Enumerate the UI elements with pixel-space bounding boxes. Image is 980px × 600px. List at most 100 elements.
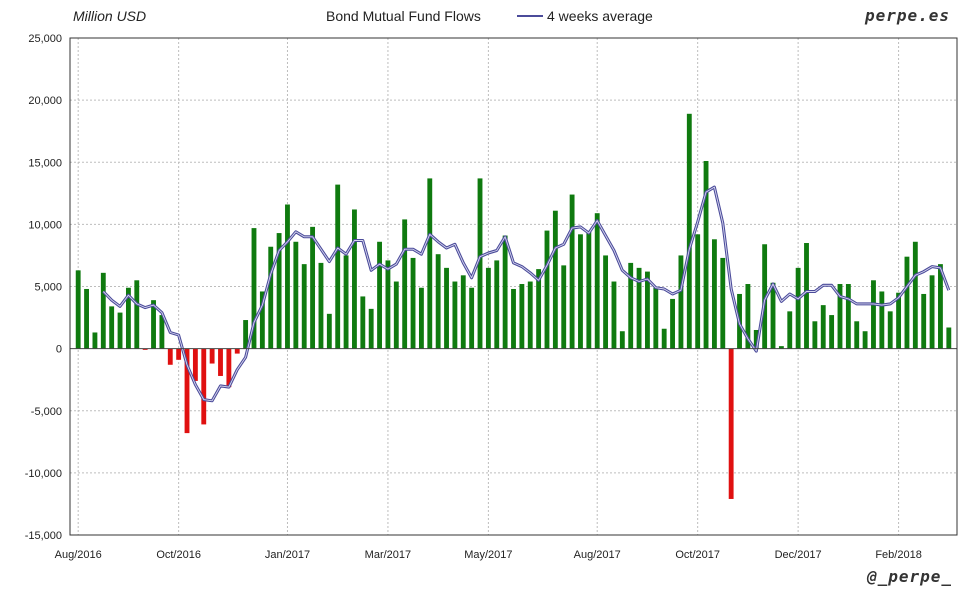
flow-bar	[703, 161, 709, 349]
y-tick-label: 0	[56, 344, 62, 356]
flow-bar	[527, 281, 533, 349]
flow-bar	[125, 287, 131, 349]
flow-bar	[151, 300, 156, 349]
flow-bar	[946, 327, 952, 349]
flow-bar	[829, 315, 835, 349]
flow-bar	[711, 239, 717, 349]
flow-bar	[485, 267, 491, 349]
flow-bar	[134, 280, 140, 349]
flow-bar	[402, 219, 408, 349]
flow-bar	[871, 280, 876, 349]
flow-bar	[209, 348, 215, 364]
flow-bar	[335, 184, 341, 349]
flow-bar	[812, 321, 818, 349]
x-axis-tick-labels: Aug/2016 Oct/2016 Jan/2017 Mar/2017 May/2017…	[55, 549, 922, 561]
flow-bar	[778, 346, 784, 349]
flow-bar	[176, 348, 182, 360]
flow-bar	[460, 275, 466, 349]
flow-bar	[276, 233, 282, 349]
flow-bar	[845, 284, 851, 349]
flow-bar	[552, 210, 558, 349]
x-tick-label: Dec/2017	[775, 549, 822, 561]
bar-series	[75, 113, 952, 499]
average-line-series	[102, 185, 951, 403]
flow-bar	[887, 311, 893, 349]
flow-bar	[753, 329, 759, 349]
flow-bar	[929, 275, 935, 349]
average-line-inner	[102, 186, 950, 402]
y-axis-unit-label: Million USD	[73, 8, 147, 24]
flow-bar	[243, 320, 249, 349]
flow-bar	[678, 255, 684, 349]
flow-bar	[218, 348, 223, 376]
flow-bar	[795, 267, 801, 349]
flow-bar	[720, 257, 726, 349]
flow-bar	[326, 313, 332, 349]
flow-bar	[619, 331, 625, 349]
flow-bar	[938, 264, 943, 349]
y-tick-label: -10,000	[25, 468, 62, 480]
y-tick-label: -15,000	[25, 530, 62, 542]
y-tick-label: 5,000	[34, 282, 62, 294]
flow-bar	[519, 284, 525, 349]
flow-bar	[427, 178, 433, 349]
x-tick-label: May/2017	[464, 549, 512, 561]
brand-handle: @_perpe_	[866, 567, 952, 586]
flow-bar	[117, 312, 123, 349]
flow-bar	[636, 267, 642, 349]
flow-bar	[820, 305, 826, 349]
flow-bar	[586, 231, 592, 349]
flow-bar	[544, 230, 550, 349]
y-tick-label: 15,000	[28, 157, 62, 169]
x-tick-label: Oct/2017	[675, 549, 720, 561]
flow-bar	[628, 262, 634, 349]
flow-bar	[611, 281, 617, 349]
flow-bar	[477, 178, 483, 349]
flow-bar	[879, 291, 885, 349]
flow-bar	[854, 321, 860, 349]
y-axis-tick-labels: -15,000 -10,000 -5,000 0 5,000 10,000 15,000 20…	[25, 33, 62, 542]
flow-bar	[661, 328, 667, 349]
flow-bar	[385, 260, 391, 349]
flow-bar	[494, 260, 500, 349]
plot-frame	[69, 37, 958, 536]
brand-watermark: perpe.es	[864, 6, 950, 25]
flow-bar	[109, 306, 115, 349]
flow-bar	[343, 255, 349, 349]
flow-bar	[452, 281, 458, 349]
x-tick-label: Feb/2018	[875, 549, 921, 561]
flow-bar	[770, 282, 776, 349]
flow-bar	[142, 348, 148, 350]
x-tick-label: Mar/2017	[365, 549, 411, 561]
flow-bar	[762, 244, 768, 349]
grid-lines	[70, 37, 957, 536]
flow-bar	[352, 209, 357, 349]
axes	[69, 37, 958, 536]
flow-bar	[251, 228, 257, 349]
flow-bar	[645, 271, 650, 349]
flow-bar	[201, 348, 207, 425]
flow-bar	[837, 284, 843, 349]
x-tick-label: Aug/2016	[55, 549, 102, 561]
flow-bar	[502, 235, 508, 349]
y-tick-label: 10,000	[28, 219, 62, 231]
flow-bar	[368, 308, 374, 349]
flow-bar	[293, 241, 299, 349]
flow-bar	[444, 267, 449, 349]
y-tick-label: 25,000	[28, 33, 62, 45]
flow-bar	[360, 296, 366, 349]
flow-bar	[377, 241, 382, 349]
flow-bar	[912, 241, 918, 349]
chart-title: Bond Mutual Fund Flows	[326, 8, 481, 24]
flow-bar	[159, 315, 165, 349]
flow-bar	[695, 234, 701, 349]
flow-bar	[511, 288, 516, 349]
flow-bar	[904, 256, 910, 349]
flow-bar	[268, 246, 274, 349]
flow-bar	[728, 348, 734, 499]
flow-bar	[594, 213, 600, 349]
flow-bar	[921, 293, 927, 349]
flow-bar	[192, 348, 198, 381]
flow-bar	[670, 298, 675, 349]
